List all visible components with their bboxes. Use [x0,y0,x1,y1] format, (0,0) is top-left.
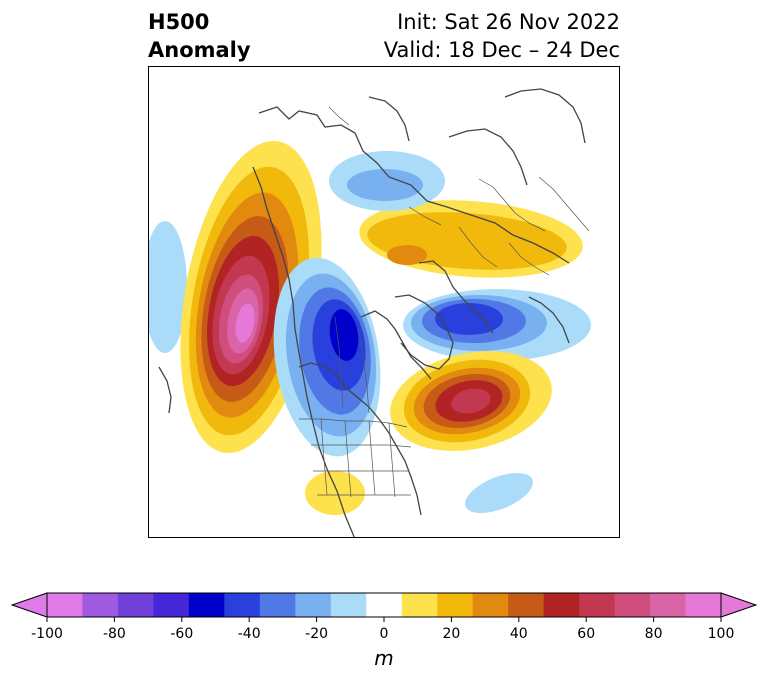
colorbar-segment [650,593,687,617]
colorbar-segment [685,593,722,617]
colorbar-segment [295,593,332,617]
anomaly-positive-southwest [305,471,365,515]
colorbar-extend-low [10,592,48,618]
colorbar-tick-label: 100 [708,626,735,642]
colorbar-segment [614,593,651,617]
colorbar-segment [401,593,438,617]
colorbar-tick-label: 20 [442,626,460,642]
title-field: Anomaly [148,38,251,62]
anomaly-negative-west [149,221,187,353]
colorbar-segment [543,593,580,617]
anomaly-positive-atlantic [390,351,552,451]
map-canvas [149,88,591,537]
colorbar-tick-label: -20 [305,626,328,642]
colorbar-tick-label: -60 [170,626,193,642]
colorbar-segment [472,593,509,617]
colorbar-unit: m [374,646,394,670]
colorbar-segment [508,593,545,617]
init-date: Init: Sat 26 Nov 2022 [397,10,620,34]
map-title: H500 Anomaly [148,8,251,64]
anomaly-negative-europe [329,151,445,211]
colorbar-segment [153,593,190,617]
colorbar-tick-label: -100 [31,626,63,642]
map-dates: Init: Sat 26 Nov 2022 Valid: 18 Dec – 24… [384,8,620,64]
anomaly-negative-greenland [403,289,591,361]
colorbar-tick-label: -40 [238,626,261,642]
anomaly-positive-arctic [359,200,583,278]
colorbar-segment [259,593,296,617]
title-variable: H500 [148,10,210,34]
colorbar-tick-label: 0 [380,626,389,642]
anomaly-map [148,66,620,538]
colorbar-segment [47,593,83,617]
colorbar-extend-high [720,592,758,618]
colorbar-segment [224,593,261,617]
political-borders [299,106,590,498]
colorbar: -100 -80 -60 -40 -20 0 20 40 60 80 100 [10,592,758,642]
colorbar-segment [366,593,403,617]
colorbar-tick-label: 80 [645,626,663,642]
colorbar-segment [437,593,474,617]
colorbar-segment [330,593,367,617]
colorbar-segment [579,593,616,617]
colorbar-segment [117,593,154,617]
anomaly-negative-subtropical [465,472,533,514]
colorbar-tick-label: 60 [577,626,595,642]
colorbar-segment [188,593,225,617]
coastlines [158,88,586,537]
colorbar-tick-label: 40 [510,626,528,642]
colorbar-tick-label: -80 [103,626,126,642]
colorbar-segments [47,593,722,617]
valid-range: Valid: 18 Dec – 24 Dec [383,38,620,62]
colorbar-segment [82,593,119,617]
